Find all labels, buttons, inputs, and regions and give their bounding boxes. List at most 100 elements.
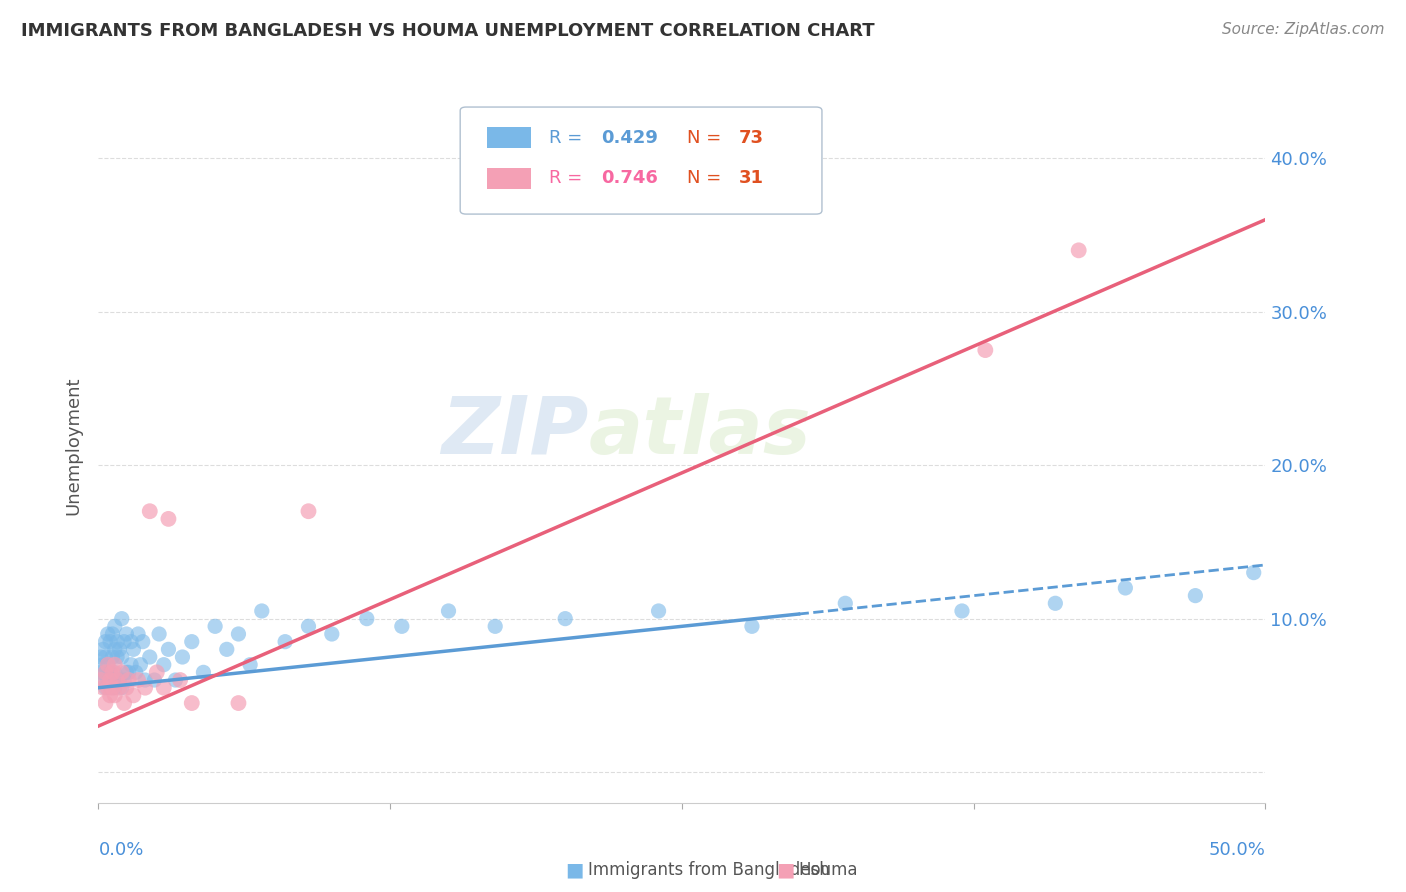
Point bbox=[105, 673, 128, 687]
Point bbox=[391, 619, 413, 633]
Point bbox=[647, 604, 669, 618]
Point bbox=[112, 673, 135, 687]
Point bbox=[118, 665, 141, 680]
Point bbox=[204, 619, 226, 633]
Text: R =: R = bbox=[548, 128, 588, 146]
Text: 31: 31 bbox=[740, 169, 763, 187]
Point bbox=[111, 681, 134, 695]
Point bbox=[94, 665, 117, 680]
Point bbox=[105, 650, 128, 665]
Point bbox=[97, 627, 120, 641]
Point bbox=[104, 689, 127, 703]
Point bbox=[101, 681, 124, 695]
Point bbox=[104, 681, 127, 695]
Point bbox=[115, 681, 138, 695]
Point bbox=[274, 634, 297, 648]
Point bbox=[90, 650, 112, 665]
Text: ■: ■ bbox=[565, 860, 583, 880]
Point bbox=[98, 689, 121, 703]
Text: 0.746: 0.746 bbox=[602, 169, 658, 187]
Text: IMMIGRANTS FROM BANGLADESH VS HOUMA UNEMPLOYMENT CORRELATION CHART: IMMIGRANTS FROM BANGLADESH VS HOUMA UNEM… bbox=[21, 22, 875, 40]
Point bbox=[98, 673, 121, 687]
Point bbox=[104, 665, 127, 680]
Point bbox=[91, 681, 114, 695]
Point bbox=[139, 504, 162, 518]
Point bbox=[105, 673, 128, 687]
Point bbox=[91, 673, 114, 687]
Text: ZIP: ZIP bbox=[441, 392, 589, 471]
Point bbox=[139, 650, 162, 665]
Point bbox=[108, 642, 131, 657]
Text: 0.0%: 0.0% bbox=[98, 841, 143, 859]
Point bbox=[239, 657, 262, 672]
Point bbox=[104, 657, 127, 672]
Text: R =: R = bbox=[548, 169, 588, 187]
FancyBboxPatch shape bbox=[460, 107, 823, 214]
Point bbox=[134, 673, 156, 687]
Point bbox=[90, 665, 112, 680]
Point bbox=[122, 689, 145, 703]
Point bbox=[108, 673, 131, 687]
Point bbox=[1114, 581, 1136, 595]
Point bbox=[250, 604, 273, 618]
Point bbox=[112, 634, 135, 648]
Point bbox=[111, 665, 134, 680]
Text: Houma: Houma bbox=[799, 861, 858, 879]
Point bbox=[180, 696, 202, 710]
Point bbox=[97, 657, 120, 672]
Point bbox=[101, 627, 124, 641]
Point bbox=[132, 634, 155, 648]
Point bbox=[111, 612, 134, 626]
Point bbox=[228, 627, 250, 641]
Point bbox=[950, 604, 973, 618]
Point bbox=[1243, 566, 1265, 580]
Point bbox=[321, 627, 343, 641]
Point bbox=[152, 681, 174, 695]
Point bbox=[1067, 244, 1090, 258]
Point bbox=[157, 642, 180, 657]
Point bbox=[297, 504, 319, 518]
Point bbox=[101, 665, 124, 680]
Point bbox=[97, 673, 120, 687]
Point bbox=[104, 619, 127, 633]
Point bbox=[193, 665, 215, 680]
Text: ■: ■ bbox=[776, 860, 794, 880]
Point bbox=[180, 634, 202, 648]
Point bbox=[172, 650, 194, 665]
Point bbox=[437, 604, 460, 618]
Point bbox=[127, 627, 149, 641]
Point bbox=[94, 696, 117, 710]
Point bbox=[115, 627, 138, 641]
Text: N =: N = bbox=[686, 128, 727, 146]
Point bbox=[974, 343, 997, 357]
Point bbox=[98, 681, 121, 695]
FancyBboxPatch shape bbox=[486, 127, 531, 148]
Point bbox=[169, 673, 191, 687]
Point bbox=[104, 642, 127, 657]
Point bbox=[112, 696, 135, 710]
Point bbox=[1184, 589, 1206, 603]
Point bbox=[152, 657, 174, 672]
Point bbox=[98, 634, 121, 648]
Text: Source: ZipAtlas.com: Source: ZipAtlas.com bbox=[1222, 22, 1385, 37]
Point bbox=[356, 612, 378, 626]
Text: atlas: atlas bbox=[589, 392, 811, 471]
Point bbox=[91, 657, 114, 672]
Point bbox=[94, 634, 117, 648]
Point bbox=[120, 634, 142, 648]
Text: N =: N = bbox=[686, 169, 727, 187]
Point bbox=[1045, 596, 1067, 610]
Point bbox=[101, 650, 124, 665]
Point bbox=[484, 619, 506, 633]
Point bbox=[741, 619, 763, 633]
Point bbox=[91, 642, 114, 657]
Point bbox=[122, 642, 145, 657]
Point bbox=[120, 657, 142, 672]
Text: 0.429: 0.429 bbox=[602, 128, 658, 146]
Point bbox=[94, 665, 117, 680]
Point bbox=[228, 696, 250, 710]
Point bbox=[94, 650, 117, 665]
Point bbox=[98, 665, 121, 680]
Point bbox=[94, 681, 117, 695]
Point bbox=[101, 673, 124, 687]
